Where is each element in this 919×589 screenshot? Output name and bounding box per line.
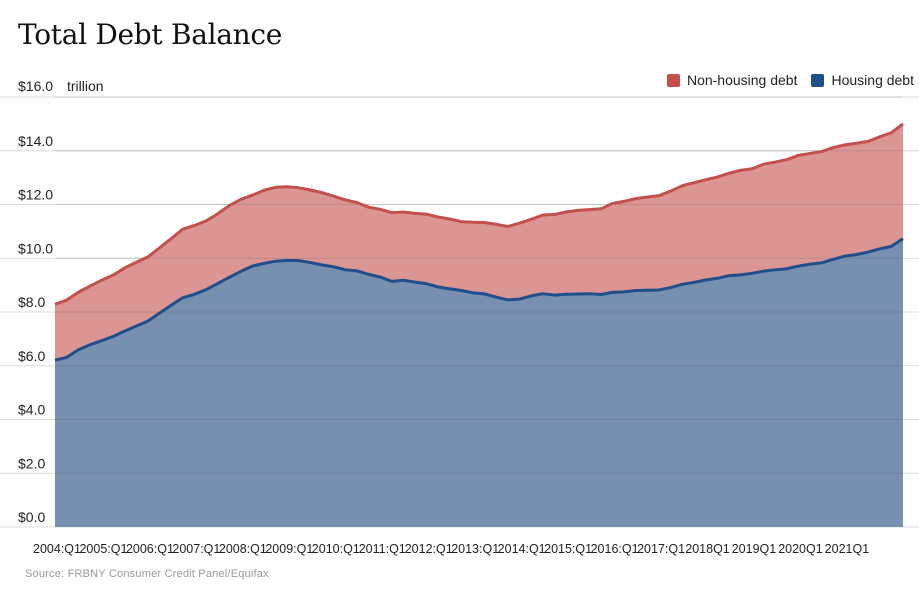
x-tick-label: 2011:Q1 — [359, 542, 406, 556]
x-tick-label: 2009:Q1 — [265, 542, 313, 556]
legend: Non-housing debt Housing debt — [666, 72, 914, 88]
y-tick-label: $4.0 — [18, 402, 45, 418]
y-tick-label: $2.0 — [18, 455, 45, 471]
legend-item-housing: Housing debt — [811, 72, 914, 88]
x-tick-label: 2020Q1 — [778, 542, 823, 556]
x-tick-label: 2021Q1 — [825, 542, 870, 556]
legend-swatch-non-housing — [666, 73, 680, 87]
x-tick-label: 2015:Q1 — [544, 542, 592, 556]
y-tick-label: $12.0 — [18, 187, 53, 203]
source-note: Source: FRBNY Consumer Credit Panel/Equi… — [25, 568, 269, 580]
x-axis-ticks: 2004:Q12005:Q12006:Q12007:Q12008:Q12009:… — [33, 542, 869, 556]
x-tick-label: 2018Q1 — [685, 542, 730, 556]
area-housing-debt — [55, 238, 903, 527]
series-lines — [54, 122, 904, 362]
y-tick-label: $16.0 — [18, 78, 53, 94]
x-tick-label: 2016:Q1 — [591, 542, 639, 556]
y-tick-label: $14.0 — [18, 133, 53, 149]
line-housing-debt — [54, 237, 904, 362]
x-tick-label: 2017:Q1 — [637, 542, 685, 556]
x-tick-label: 2013:Q1 — [451, 542, 499, 556]
x-tick-label: 2005:Q1 — [79, 542, 127, 556]
x-tick-label: 2008:Q1 — [219, 542, 267, 556]
y-axis-unit: trillion — [67, 78, 104, 94]
legend-label-housing: Housing debt — [831, 72, 914, 88]
x-tick-label: 2004:Q1 — [33, 542, 81, 556]
x-tick-label: 2014:Q1 — [498, 542, 546, 556]
y-tick-label: $8.0 — [18, 294, 45, 310]
x-tick-label: 2010:Q1 — [312, 542, 360, 556]
line-non-housing-debt — [54, 122, 904, 306]
area-layer — [55, 96, 903, 527]
x-tick-label: 2007:Q1 — [172, 542, 220, 556]
legend-swatch-housing — [811, 73, 825, 87]
y-tick-label: $6.0 — [18, 348, 45, 364]
chart-title: Total Debt Balance — [18, 18, 283, 51]
legend-item-non-housing: Non-housing debt — [666, 72, 798, 88]
y-axis-ticks: $0.0 $2.0 $4.0 $6.0 $8.0 $10.0 $12.0 $14.0 $16.0 — [18, 78, 53, 525]
y-tick-label: $10.0 — [18, 240, 53, 256]
x-tick-label: 2012:Q1 — [405, 542, 453, 556]
y-tick-label: $0.0 — [18, 509, 45, 525]
legend-label-non-housing: Non-housing debt — [686, 72, 798, 88]
x-tick-label: 2006:Q1 — [126, 542, 174, 556]
x-tick-label: 2019Q1 — [732, 542, 777, 556]
area-non-housing-debt — [55, 123, 903, 361]
